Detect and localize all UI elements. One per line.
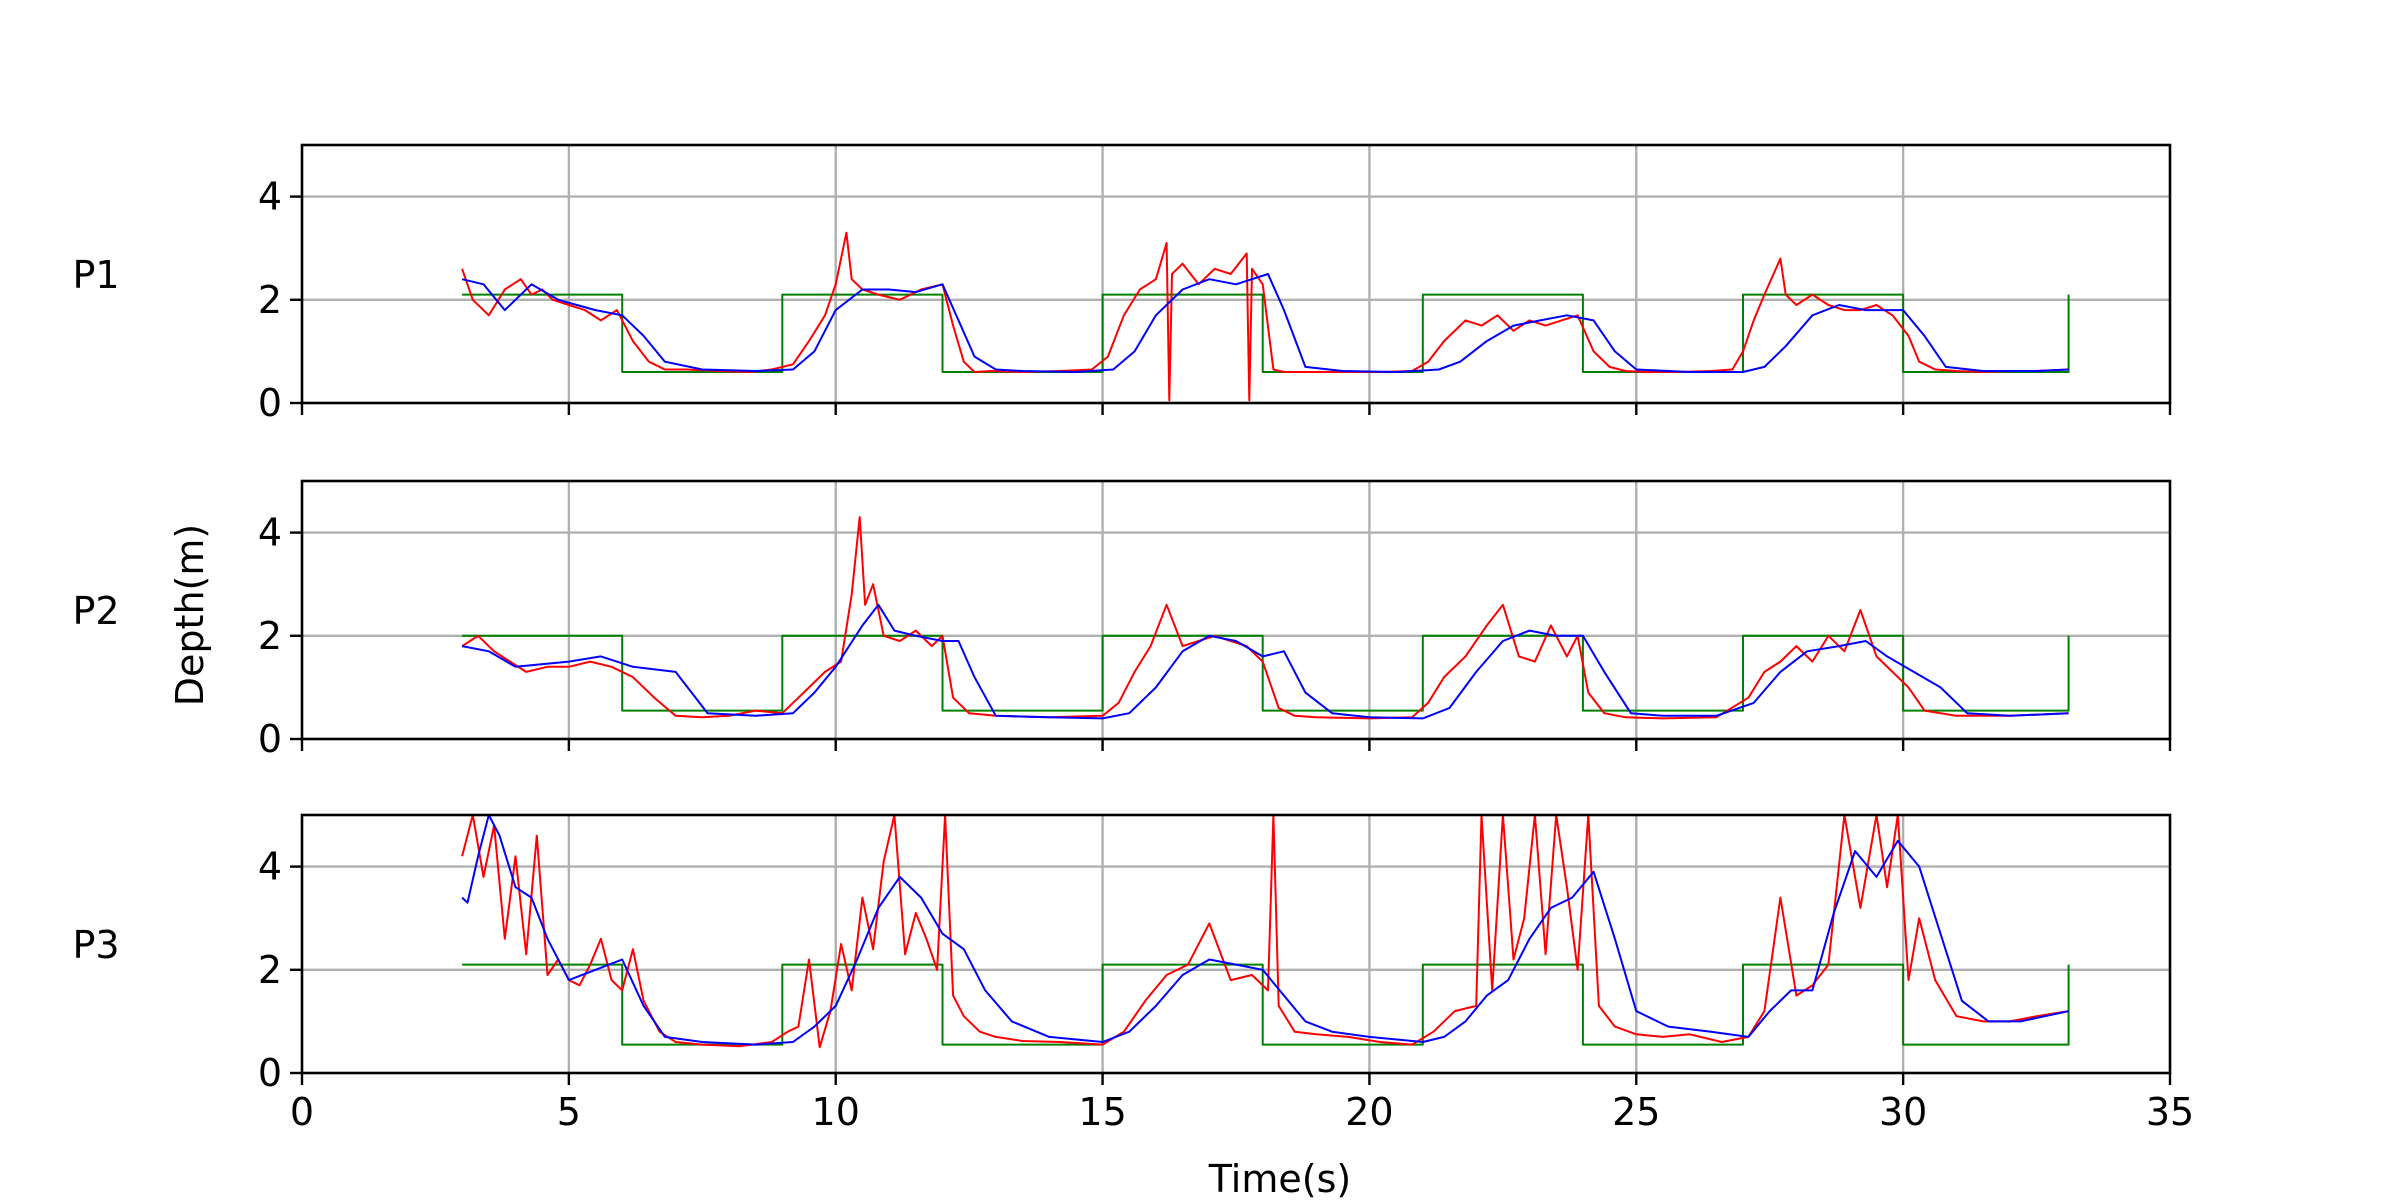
x-tick-label: 10: [812, 1090, 860, 1134]
panel-label: P1: [72, 253, 119, 297]
series-group: [461, 516, 2070, 720]
y-tick-label: 4: [258, 511, 282, 555]
series-line-red: [461, 231, 2069, 402]
x-tick-label: 30: [1879, 1090, 1927, 1134]
series-line-red: [461, 516, 2069, 720]
y-tick-label: 0: [258, 717, 282, 761]
series-line-green: [462, 293, 2070, 373]
panel-p1: 0 2 4 P1: [72, 143, 2172, 425]
series-line-blue: [461, 603, 2069, 720]
x-axis-label: Time(s): [1208, 1157, 1351, 1200]
y-axis-label: Depth(m): [168, 524, 212, 706]
x-tick-label: 0: [290, 1090, 314, 1134]
series-line-blue: [461, 273, 2069, 373]
panel-label: P2: [72, 589, 119, 633]
y-tick-label: 2: [258, 278, 282, 322]
series-group: [461, 815, 2070, 1049]
series-group: [461, 231, 2070, 402]
series-line-green: [462, 963, 2070, 1046]
y-tick-label: 0: [258, 1051, 282, 1095]
series-line-red: [461, 815, 2069, 1049]
y-tick-label: 0: [258, 381, 282, 425]
axes-frame: [300, 143, 2172, 405]
y-tick-label: 2: [258, 948, 282, 992]
axes-frame: [300, 813, 2172, 1075]
panel-p2: 0 2 4 P2: [72, 479, 2172, 761]
series-line-blue: [461, 815, 2069, 1046]
x-tick-label: 25: [1612, 1090, 1660, 1134]
panel-p3: 0 5 10 15 20 25 30 35 0 2 4 P3: [72, 813, 2194, 1134]
y-tick-label: 2: [258, 614, 282, 658]
x-tick-label: 15: [1078, 1090, 1126, 1134]
x-tick-label: 35: [2146, 1090, 2194, 1134]
x-tick-label: 20: [1345, 1090, 1393, 1134]
axes-frame: [300, 479, 2172, 741]
panel-label: P3: [72, 923, 119, 967]
x-tick-label: 5: [557, 1090, 581, 1134]
y-tick-label: 4: [258, 845, 282, 889]
y-tick-label: 4: [258, 175, 282, 219]
panels-group: 0 2 4 P1 0 2 4 P2 0 5 10 15 20 25 30 35 0 2 4 P3: [72, 143, 2194, 1134]
